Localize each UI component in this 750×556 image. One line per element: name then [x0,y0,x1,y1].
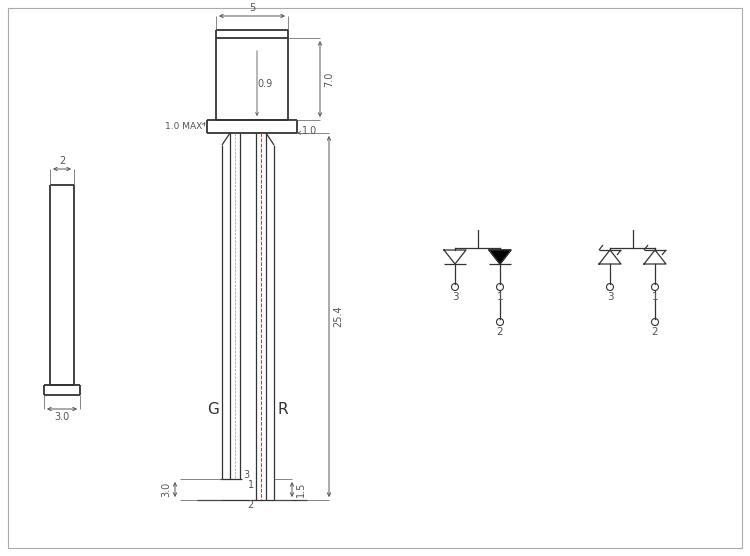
Text: 2: 2 [652,327,658,337]
Polygon shape [489,250,511,264]
Text: 3: 3 [607,292,613,302]
Text: 1: 1 [652,292,658,302]
Text: 1.5: 1.5 [296,482,306,497]
Text: 0.9: 0.9 [257,79,272,89]
Text: 3: 3 [452,292,458,302]
Text: 1.0: 1.0 [302,126,317,136]
Text: 3.0: 3.0 [161,482,171,497]
Text: 5: 5 [249,3,255,13]
Text: R: R [278,403,288,418]
Text: G: G [207,403,219,418]
Text: 1: 1 [496,292,503,302]
Text: 2: 2 [58,156,65,166]
Text: 1: 1 [248,480,254,490]
Text: 7.0: 7.0 [324,71,334,87]
Text: 2: 2 [496,327,503,337]
Text: 3.0: 3.0 [54,412,70,422]
Text: 3: 3 [243,470,249,480]
Text: 1.0 MAX: 1.0 MAX [165,122,202,131]
Text: 2: 2 [248,500,254,510]
Text: 25.4: 25.4 [333,306,343,327]
